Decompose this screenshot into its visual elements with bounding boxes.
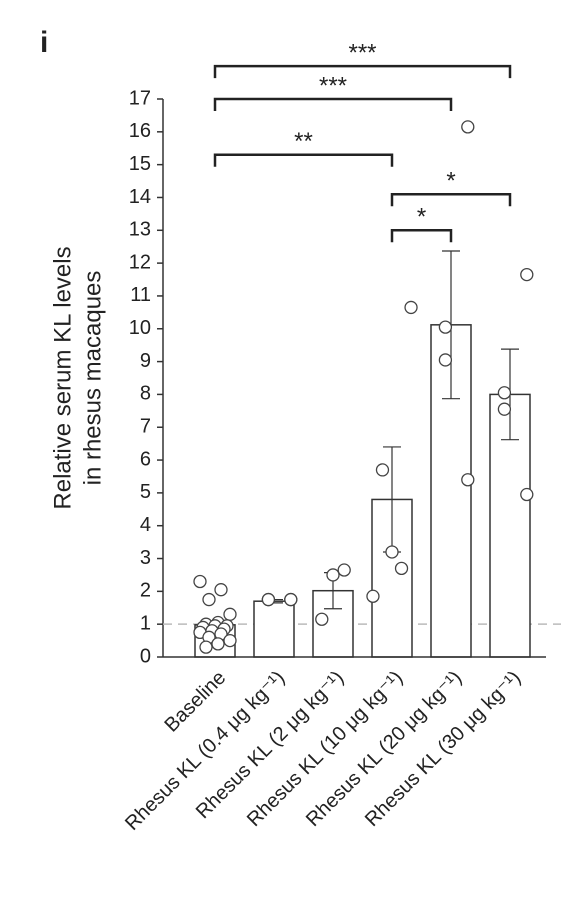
data-point <box>394 561 409 576</box>
data-point <box>461 120 475 134</box>
significance-label: * <box>446 168 455 195</box>
significance-label: * <box>417 204 426 231</box>
panel-label: i <box>40 26 48 59</box>
data-point <box>497 386 512 400</box>
y-tick-label: 15 <box>129 153 151 175</box>
data-point <box>202 592 216 607</box>
data-point <box>315 612 329 626</box>
y-tick-label: 13 <box>129 219 151 241</box>
data-point <box>223 633 237 648</box>
significance-label: *** <box>319 72 347 99</box>
y-tick-label: 12 <box>129 251 151 273</box>
y-tick-label: 6 <box>140 448 151 470</box>
data-point <box>520 487 534 502</box>
data-point <box>497 402 512 416</box>
y-tick-label: 5 <box>140 481 151 503</box>
significance-bracket <box>213 97 453 111</box>
y-tick-label: 17 <box>129 87 151 109</box>
y-tick-label: 4 <box>140 514 151 536</box>
y-tick-label: 2 <box>140 580 151 602</box>
y-tick-label: 11 <box>130 284 151 306</box>
data-point <box>193 574 207 589</box>
significance-label: *** <box>348 40 376 67</box>
y-axis-label: in rhesus macaques <box>79 271 106 486</box>
data-point <box>438 353 453 367</box>
significance-bracket <box>390 229 453 243</box>
significance-label: ** <box>294 128 313 155</box>
y-tick-label: 1 <box>140 612 151 634</box>
data-point <box>284 592 298 607</box>
data-point <box>375 463 390 477</box>
y-tick-label: 8 <box>140 383 151 405</box>
data-point <box>211 637 225 651</box>
data-point <box>261 592 276 607</box>
data-point <box>366 589 380 603</box>
data-point <box>385 545 399 559</box>
data-point <box>404 300 418 315</box>
data-point <box>214 583 228 597</box>
data-point <box>223 607 237 621</box>
data-point <box>438 320 453 334</box>
bar <box>253 600 295 658</box>
significance-bracket <box>213 153 394 167</box>
significance-bracket <box>390 192 512 207</box>
data-point <box>461 473 475 487</box>
significance-bracket <box>213 64 512 79</box>
data-point <box>326 568 340 582</box>
y-axis-label: Relative serum KL levels <box>49 246 76 509</box>
data-point <box>520 267 534 282</box>
data-point <box>337 563 351 577</box>
y-tick-label: 10 <box>129 317 151 339</box>
y-tick-label: 9 <box>140 350 151 372</box>
data-point <box>199 640 213 654</box>
y-tick-label: 7 <box>140 416 151 438</box>
y-tick-label: 0 <box>140 645 151 667</box>
y-tick-label: 3 <box>140 547 151 569</box>
y-tick-label: 16 <box>129 120 151 142</box>
y-tick-label: 14 <box>129 186 151 208</box>
